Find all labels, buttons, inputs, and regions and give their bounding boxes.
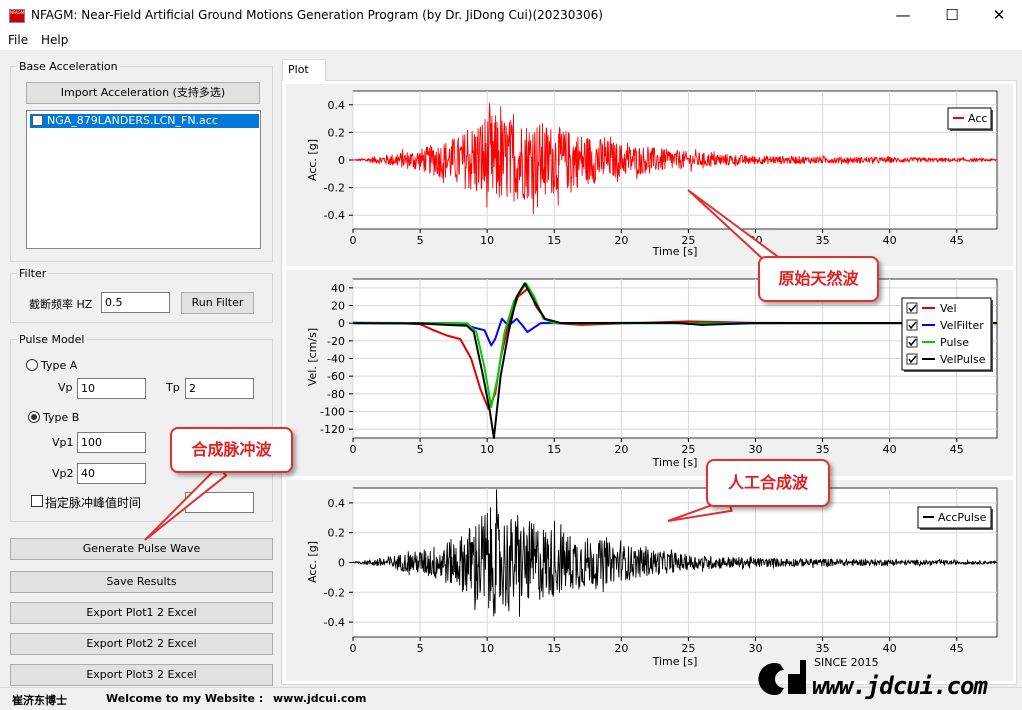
status-welcome: Welcome to my Website : <box>106 692 264 705</box>
acceleration-file-list[interactable]: NGA_879LANDERS.LCN_FN.acc <box>26 110 261 249</box>
menu-bar: File Help <box>0 31 1022 51</box>
vp2-label-text: Vp2 <box>52 467 74 480</box>
tab-plot[interactable]: Plot <box>282 59 326 81</box>
vp1-label: Vp1 <box>52 436 74 449</box>
list-item-checkbox[interactable] <box>32 115 43 126</box>
watermark-since: SINCE 2015 <box>814 656 879 669</box>
vp2-input[interactable]: 40 <box>77 463 146 484</box>
import-acceleration-button[interactable]: Import Acceleration (支持多选) <box>26 82 260 104</box>
plot3-background <box>286 480 1013 681</box>
watermark-site: www.jdcui.com <box>812 672 988 700</box>
cutoff-frequency-input[interactable]: 0.5 <box>101 292 170 313</box>
list-item[interactable]: NGA_879LANDERS.LCN_FN.acc <box>30 114 259 128</box>
minimize-button[interactable]: — <box>895 6 911 24</box>
type-a-label: Type A <box>41 359 78 372</box>
peak-time-input[interactable] <box>185 492 254 513</box>
generate-pulse-wave-button[interactable]: Generate Pulse Wave <box>10 538 273 560</box>
type-b-radio[interactable] <box>28 411 40 423</box>
watermark-logo: SINCE 2015 www.jdcui.com <box>750 654 1020 704</box>
export-plot3-button[interactable]: Export Plot3 2 Excel <box>10 664 273 686</box>
callout-original-wave: 原始天然波 <box>758 256 879 302</box>
run-filter-button[interactable]: Run Filter <box>181 292 254 314</box>
vp1-input[interactable]: 100 <box>77 432 146 453</box>
plot1-background <box>286 84 1013 266</box>
vp-label: Vp <box>58 381 73 394</box>
type-b-label: Type B <box>43 411 80 424</box>
close-button[interactable]: ✕ <box>992 6 1006 24</box>
peak-time-checkbox[interactable] <box>31 495 43 507</box>
app-icon: NFAGM <box>9 9 25 23</box>
maximize-button[interactable]: ☐ <box>945 6 959 24</box>
vp-input[interactable]: 10 <box>77 378 146 399</box>
status-author: 崔济东博士 <box>12 694 67 707</box>
plot2-background <box>286 270 1013 476</box>
status-url[interactable]: www.jdcui.com <box>273 692 367 705</box>
menu-help[interactable]: Help <box>41 33 69 47</box>
export-plot1-button[interactable]: Export Plot1 2 Excel <box>10 602 273 624</box>
menu-file[interactable]: File <box>8 33 29 47</box>
cutoff-frequency-label: 截断频率 HZ <box>29 298 93 311</box>
pulse-model-label: Pulse Model <box>17 333 87 346</box>
title-bar: NFAGM NFAGM: Near-Field Artificial Groun… <box>0 0 1022 31</box>
save-results-button[interactable]: Save Results <box>10 571 273 593</box>
callout-pulse-wave: 合成脉冲波 <box>170 427 293 473</box>
list-item-label: NGA_879LANDERS.LCN_FN.acc <box>47 114 218 127</box>
window-title: NFAGM: Near-Field Artificial Ground Moti… <box>31 8 603 22</box>
base-acceleration-group: Base Acceleration <box>10 60 273 262</box>
export-plot2-button[interactable]: Export Plot2 2 Excel <box>10 633 273 655</box>
tp-input[interactable]: 2 <box>185 378 254 399</box>
peak-time-label: 指定脉冲峰值时间 <box>45 496 142 510</box>
filter-group: Filter <box>10 267 273 323</box>
filter-label: Filter <box>17 267 49 280</box>
type-a-radio[interactable] <box>26 359 38 371</box>
callout-artificial-wave: 人工合成波 <box>706 459 830 507</box>
tp-label: Tp <box>166 381 180 394</box>
base-acceleration-label: Base Acceleration <box>17 60 120 73</box>
